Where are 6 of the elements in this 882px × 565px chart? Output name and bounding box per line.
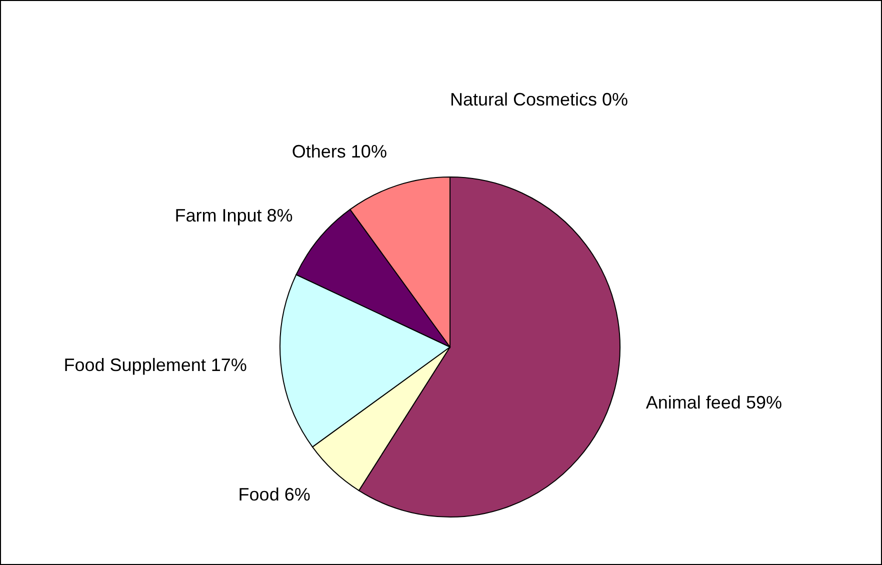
slice-label: Farm Input 8% [174, 206, 293, 226]
slice-label: Others 10% [292, 142, 387, 162]
slice-label: Animal feed 59% [646, 392, 782, 413]
category-label: Natural Cosmetics 0% [450, 89, 628, 110]
slice-label: Food 6% [238, 484, 310, 504]
slice-label: Food Supplement 17% [64, 354, 247, 375]
